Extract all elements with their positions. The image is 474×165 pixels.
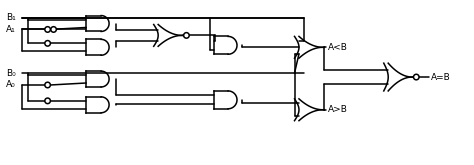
Text: A=B: A=B <box>431 73 451 82</box>
Circle shape <box>51 27 56 32</box>
Circle shape <box>45 98 50 104</box>
Circle shape <box>45 82 50 88</box>
Text: A₀: A₀ <box>6 81 16 89</box>
Circle shape <box>45 27 50 32</box>
Text: A>B: A>B <box>328 105 348 114</box>
Circle shape <box>45 41 50 46</box>
Text: B₀: B₀ <box>6 69 16 78</box>
Text: A<B: A<B <box>328 43 348 52</box>
Text: A₁: A₁ <box>6 25 16 34</box>
Circle shape <box>413 74 419 80</box>
Text: B₁: B₁ <box>6 13 16 22</box>
Circle shape <box>183 33 189 38</box>
